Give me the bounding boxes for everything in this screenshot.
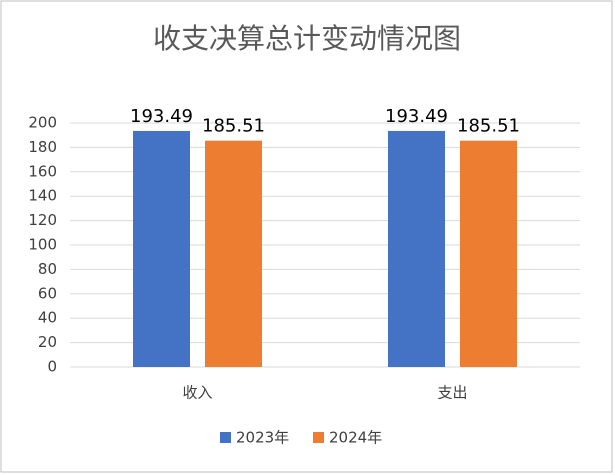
y-tick-label: 200 [28, 114, 57, 132]
x-tick-label: 收入 [182, 384, 212, 402]
y-tick-label: 20 [38, 333, 57, 351]
y-tick-label: 0 [47, 358, 57, 376]
legend-label: 2024年 [329, 429, 382, 447]
y-tick-label: 40 [38, 309, 57, 327]
legend-swatch [313, 432, 324, 443]
y-tick-label: 60 [38, 284, 57, 302]
data-label: 193.49 [385, 106, 448, 127]
y-tick-label: 180 [28, 138, 57, 156]
bar [133, 130, 190, 367]
data-label: 185.51 [202, 116, 265, 137]
chart-title: 收支决算总计变动情况图 [153, 22, 461, 55]
y-tick-label: 80 [38, 260, 57, 278]
y-tick-label: 160 [28, 162, 57, 180]
y-tick-label: 140 [28, 187, 57, 205]
x-tick-label: 支出 [437, 384, 467, 402]
bar [460, 140, 517, 367]
data-label: 193.49 [130, 106, 193, 127]
data-label: 185.51 [457, 116, 520, 137]
y-tick-label: 120 [28, 211, 57, 229]
legend-swatch [220, 432, 231, 443]
bar [205, 140, 262, 367]
y-tick-label: 100 [28, 236, 57, 254]
legend-label: 2023年 [236, 429, 289, 447]
bar [388, 130, 445, 367]
